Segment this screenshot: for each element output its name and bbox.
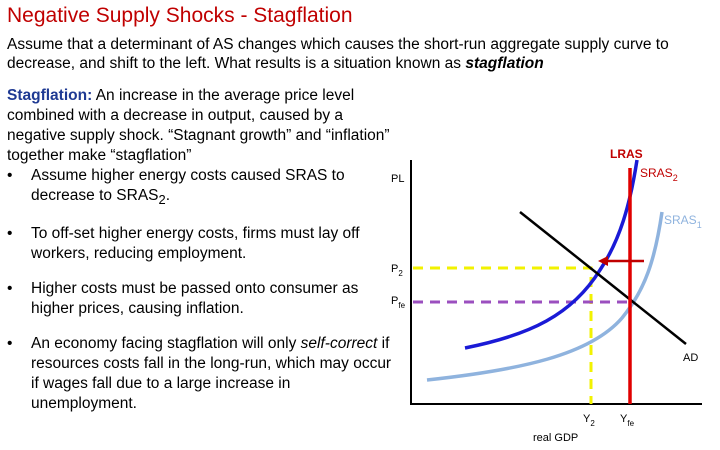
intro-text: Assume that a determinant of AS changes … bbox=[7, 36, 669, 72]
definition-text: An increase in the average price level c… bbox=[7, 87, 390, 164]
ad-curve bbox=[519, 211, 687, 345]
definition-label: Stagflation: bbox=[7, 87, 93, 104]
shift-arrowhead-icon bbox=[598, 256, 608, 266]
sras1-label: SRAS1 bbox=[664, 213, 702, 230]
bullet-item: • An economy facing stagflation will only… bbox=[7, 334, 392, 414]
bullet-italic: self-correct bbox=[300, 335, 378, 353]
p2-label: P2 bbox=[391, 263, 403, 278]
sras2-label: SRAS2 bbox=[640, 166, 678, 183]
lras-label: LRAS bbox=[610, 147, 643, 161]
bullet-dot-icon: • bbox=[7, 335, 13, 353]
bullet-dot-icon: • bbox=[7, 167, 13, 184]
explanation-text: Stagflation: An increase in the average … bbox=[7, 86, 392, 414]
y2-label: Y2 bbox=[583, 413, 595, 428]
bullet-list: • Assume higher energy costs caused SRAS … bbox=[7, 166, 392, 210]
bullet-item: • Higher costs must be passed onto consum… bbox=[7, 279, 392, 319]
x-axis-label: real GDP bbox=[533, 432, 578, 444]
bullet-text: To off-set higher energy costs, firms mu… bbox=[31, 225, 360, 263]
bullet-text-post: if resources costs fall in the long-run,… bbox=[31, 335, 392, 413]
bullet-item: • To off-set higher energy costs, firms m… bbox=[7, 224, 392, 264]
sras1-curve bbox=[426, 211, 664, 382]
bullet-text: Assume higher energy costs caused SRAS t… bbox=[31, 167, 345, 204]
bullet-text-pre: An economy facing stagflation will only bbox=[31, 335, 301, 353]
intro-emphasis: stagflation bbox=[465, 55, 544, 72]
page-title: Negative Supply Shocks - Stagflation bbox=[7, 4, 353, 27]
bullet-dot-icon: • bbox=[7, 280, 13, 298]
definition: Stagflation: An increase in the average … bbox=[7, 86, 392, 166]
ad-label: AD bbox=[683, 352, 698, 364]
bullet-end: . bbox=[165, 187, 171, 204]
yfe-label: Yfe bbox=[620, 413, 635, 428]
pfe-label: Pfe bbox=[391, 295, 406, 310]
y-axis-label: PL bbox=[391, 173, 404, 185]
bullet-subscript: 2 bbox=[158, 192, 166, 208]
intro-paragraph: Assume that a determinant of AS changes … bbox=[7, 35, 712, 73]
p2-guide-line bbox=[413, 266, 593, 404]
sras2-curve bbox=[464, 159, 639, 350]
bullet-dot-icon: • bbox=[7, 225, 13, 243]
bullet-text: Higher costs must be passed onto consume… bbox=[31, 280, 359, 318]
bullet-item: • Assume higher energy costs caused SRAS … bbox=[7, 166, 392, 210]
bullet-list: • To off-set higher energy costs, firms m… bbox=[7, 224, 392, 414]
